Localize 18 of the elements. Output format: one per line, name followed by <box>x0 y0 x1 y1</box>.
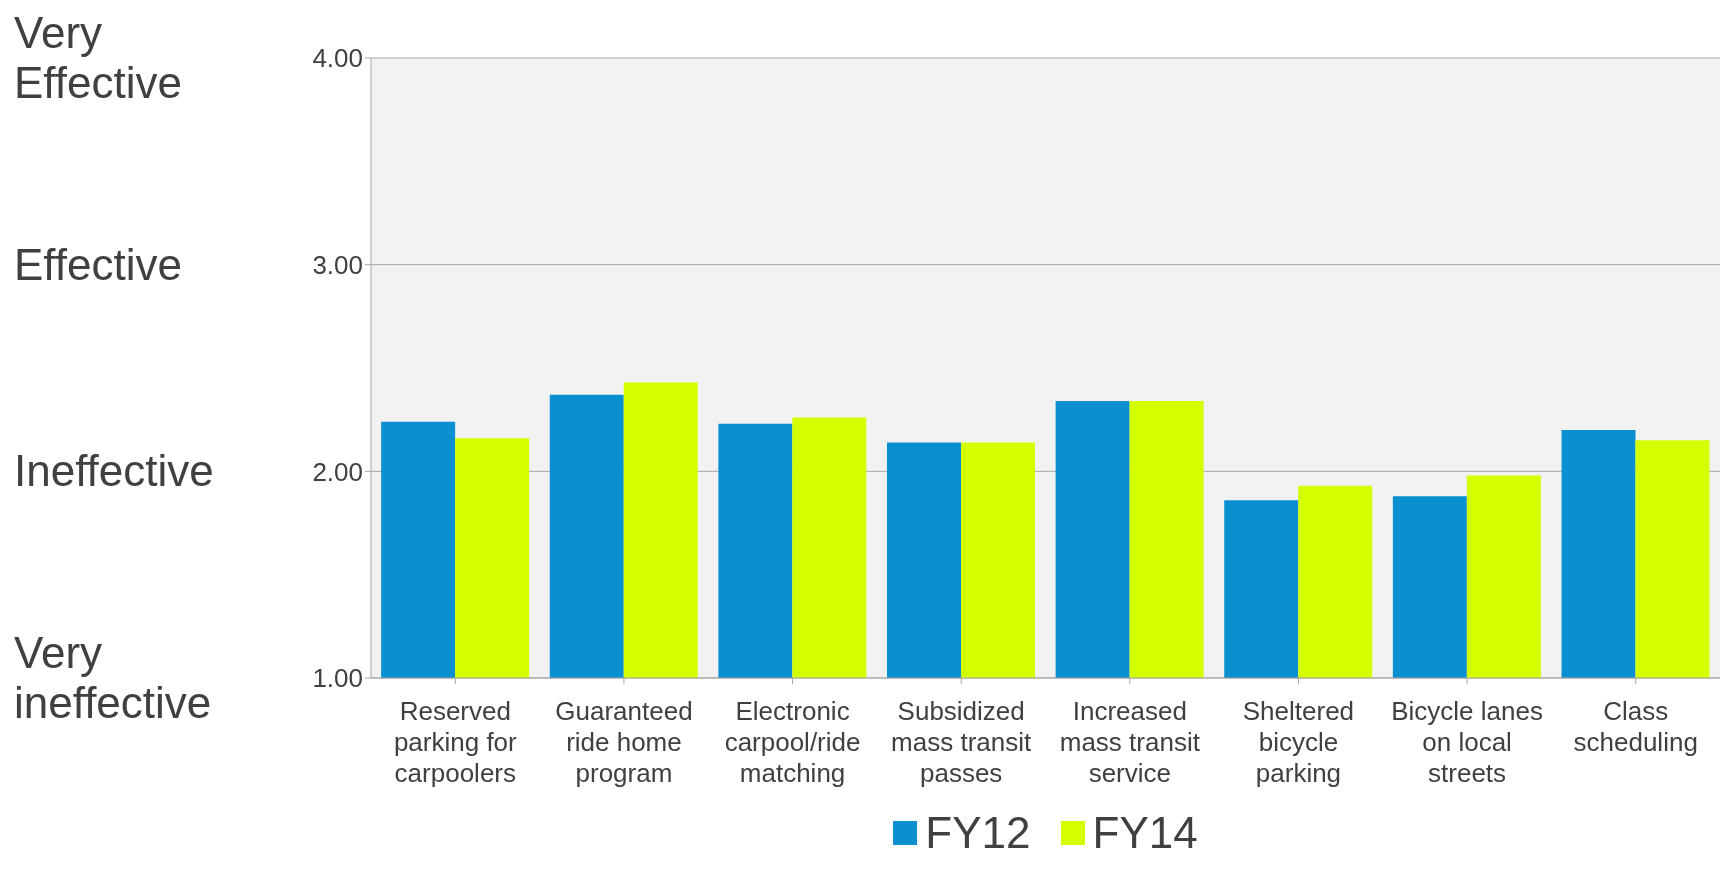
x-tick-label: Reserved parking for carpoolers <box>393 696 518 788</box>
y-tick-label: 1.00 <box>312 663 363 694</box>
x-tick-label: Guaranteed ride home program <box>555 696 693 788</box>
text: Very Effective <box>14 8 183 108</box>
text: Very ineffective <box>14 628 213 728</box>
legend-label: FY14 <box>1091 808 1198 858</box>
y-tick-label: 3.00 <box>312 249 363 280</box>
x-tick-label: Bicycle lanes on local streets <box>1391 696 1543 788</box>
x-tick-label: Subsidized mass transit passes <box>891 696 1033 788</box>
y-tick-label: 2.00 <box>312 456 363 487</box>
x-tick-label: Sheltered bicycle parking <box>1242 696 1355 788</box>
text: Effective <box>14 239 183 290</box>
x-tick-label: Class scheduling <box>1573 696 1698 757</box>
legend-label: FY12 <box>924 808 1031 858</box>
x-tick-label: Electronic carpool/ride matching <box>724 696 861 788</box>
text: Ineffective <box>14 446 215 497</box>
y-tick-label: 4.00 <box>312 43 363 74</box>
x-tick-label: Increased mass transit service <box>1059 696 1201 788</box>
